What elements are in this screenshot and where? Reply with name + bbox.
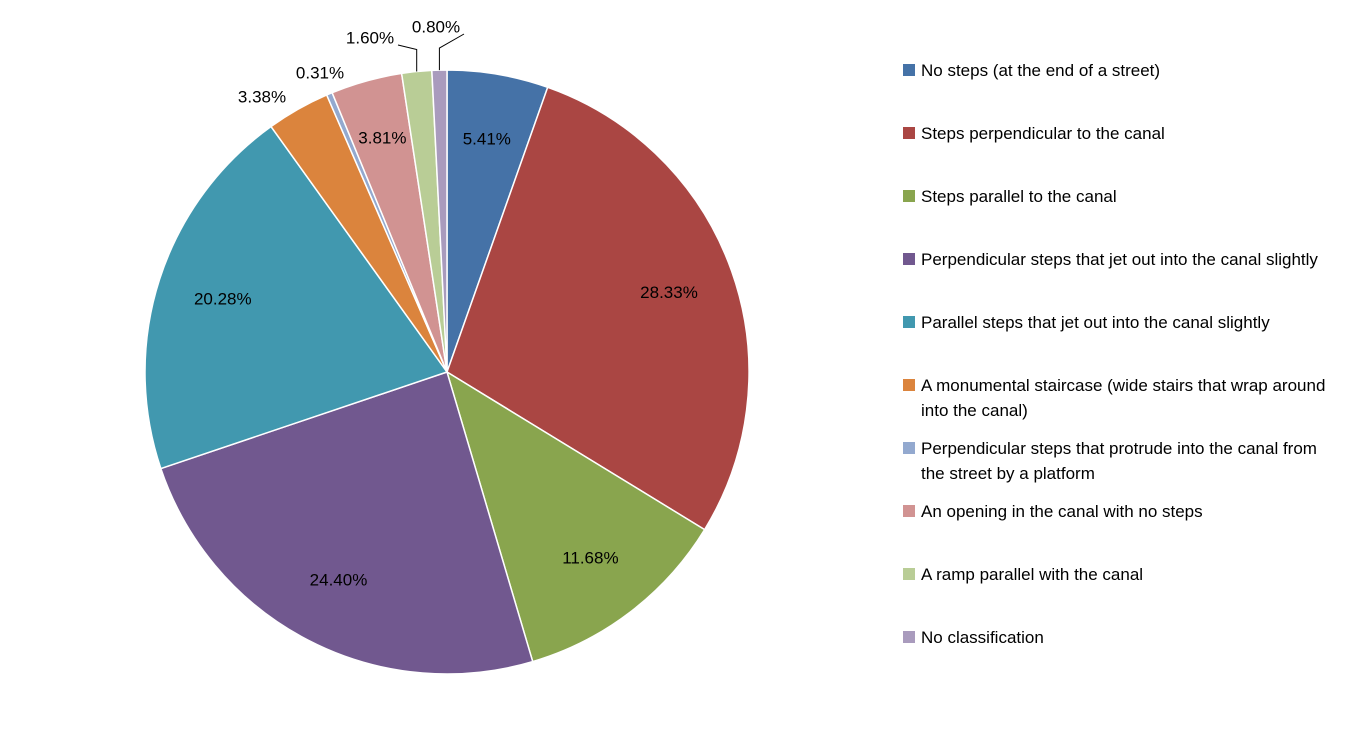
legend-swatch	[903, 442, 915, 454]
legend-item: Perpendicular steps that jet out into th…	[903, 247, 1343, 272]
legend-item: An opening in the canal with no steps	[903, 499, 1343, 524]
legend-label: Perpendicular steps that protrude into t…	[921, 439, 1317, 483]
legend-item: A ramp parallel with the canal	[903, 562, 1343, 587]
legend-swatch	[903, 379, 915, 391]
leader-line	[397, 44, 418, 72]
legend-swatch	[903, 631, 915, 643]
legend-label: No classification	[921, 628, 1044, 647]
legend-label: Steps parallel to the canal	[921, 187, 1117, 206]
pie-slice	[144, 125, 449, 470]
slice-value-label: 3.81%	[358, 129, 406, 148]
legend-swatch	[903, 568, 915, 580]
legend-swatch	[903, 127, 915, 139]
legend-item: Steps perpendicular to the canal	[903, 121, 1343, 146]
data-labels: 5.41% 28.33% 11.68% 24.40% 20.28% 3.38% 0.31% 3…	[194, 17, 698, 589]
legend-swatch	[903, 253, 915, 265]
legend-item: Steps parallel to the canal	[903, 184, 1343, 209]
slice-value-label: 0.80%	[412, 17, 460, 36]
legend-label: A ramp parallel with the canal	[921, 565, 1144, 584]
slice-value-label: 11.68%	[562, 548, 618, 567]
legend-label: No steps (at the end of a street)	[921, 61, 1161, 80]
leader-lines	[397, 33, 465, 72]
slice-value-label: 1.60%	[346, 28, 394, 47]
legend-label: Perpendicular steps that jet out into th…	[921, 250, 1318, 269]
legend-swatch	[903, 190, 915, 202]
legend-item: No steps (at the end of a street)	[903, 58, 1343, 83]
slice-value-label: 0.31%	[296, 63, 344, 82]
legend-label: An opening in the canal with no steps	[921, 502, 1203, 521]
slice-value-label: 24.40%	[310, 571, 368, 590]
legend-item: No classification	[903, 625, 1343, 650]
pie-slices	[144, 69, 750, 675]
pie-slice	[446, 86, 750, 531]
legend-label: Steps perpendicular to the canal	[921, 124, 1165, 143]
legend-swatch	[903, 316, 915, 328]
legend-item: A monumental staircase (wide stairs that…	[903, 373, 1343, 423]
legend-swatch	[903, 505, 915, 517]
legend-item: Perpendicular steps that protrude into t…	[903, 436, 1343, 486]
legend-label: Parallel steps that jet out into the can…	[921, 313, 1270, 332]
leader-line	[438, 33, 465, 71]
slice-value-label: 3.38%	[238, 87, 286, 106]
slice-value-label: 5.41%	[463, 129, 511, 148]
legend-item: Parallel steps that jet out into the can…	[903, 310, 1343, 335]
legend-swatch	[903, 64, 915, 76]
legend-label: A monumental staircase (wide stairs that…	[921, 376, 1326, 420]
slice-value-label: 28.33%	[640, 283, 698, 302]
slice-value-label: 20.28%	[194, 289, 252, 308]
pie-slice	[159, 371, 534, 675]
